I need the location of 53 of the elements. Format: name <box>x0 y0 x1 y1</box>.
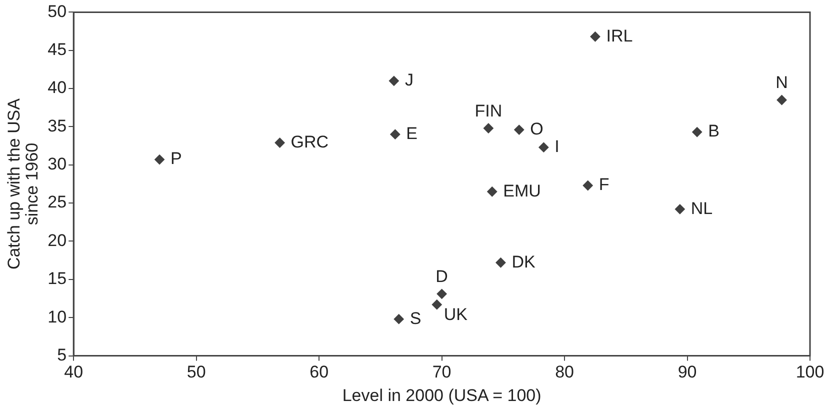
annotation: J <box>404 70 414 90</box>
y-tick-label: 35 <box>48 116 67 136</box>
annotation: UK <box>444 304 468 324</box>
point <box>582 180 593 190</box>
annotation: FIN <box>474 101 502 120</box>
x-axis-title: Level in 2000 (USA = 100) <box>342 386 542 405</box>
point <box>388 76 399 86</box>
annotation: F <box>598 175 610 194</box>
annotation: NL <box>690 198 713 218</box>
point <box>483 123 494 134</box>
y-tick-label: 40 <box>48 78 67 98</box>
annotation: D <box>436 267 448 286</box>
point <box>692 127 702 138</box>
x-tick-label: 60 <box>310 362 329 382</box>
annotation: I <box>554 137 560 156</box>
annotation: GRC <box>290 132 329 152</box>
point <box>394 314 404 324</box>
annotation: S <box>410 308 422 328</box>
annotation: E <box>406 124 418 144</box>
point <box>514 124 524 135</box>
annotation: DK <box>512 252 536 272</box>
point <box>436 288 447 299</box>
x-tick-label: 70 <box>432 362 452 382</box>
point <box>776 94 787 105</box>
point <box>538 142 549 152</box>
annotation: B <box>708 122 720 141</box>
point <box>590 32 600 42</box>
point <box>487 186 498 197</box>
point <box>496 258 506 268</box>
y-tick-label: 5 <box>57 345 67 364</box>
x-tick-label: 40 <box>64 362 84 382</box>
annotation: N <box>776 73 788 92</box>
x-tick-label: 80 <box>555 362 574 382</box>
point <box>674 204 685 214</box>
x-tick-label: 100 <box>796 362 824 382</box>
annotation: IRL <box>606 26 633 46</box>
annotation: O <box>530 119 544 138</box>
point <box>274 138 285 148</box>
y-tick-label: 30 <box>48 154 67 174</box>
point <box>432 300 442 310</box>
y-tick-label: 10 <box>48 307 67 326</box>
point <box>390 129 400 140</box>
y-tick-label: 20 <box>48 230 67 250</box>
y-tick-label: 50 <box>48 2 67 21</box>
annotation: P <box>170 149 182 168</box>
y-tick-label: 25 <box>48 192 67 212</box>
y-axis-title: Catch up with the USA since 1960 <box>4 98 42 270</box>
y-tick-label: 15 <box>48 269 67 288</box>
y-tick-label: 45 <box>48 40 67 60</box>
point <box>154 154 165 165</box>
x-tick-label: 50 <box>186 362 206 382</box>
annotation: EMU <box>503 181 541 200</box>
x-tick-label: 90 <box>678 362 697 382</box>
